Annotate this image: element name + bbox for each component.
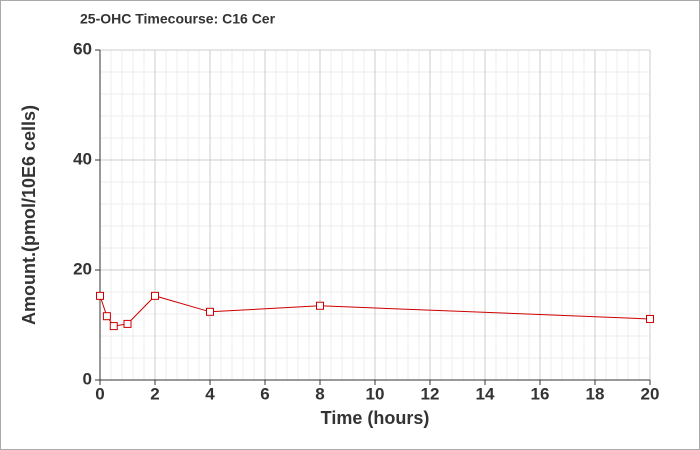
- data-point: [646, 314, 654, 323]
- data-point: [96, 291, 104, 300]
- y-tick-label: 20: [73, 259, 92, 278]
- data-point: [102, 312, 111, 321]
- x-tick-label: 6: [260, 384, 269, 403]
- y-tick-label: 40: [73, 149, 92, 168]
- x-tick-label: 20: [641, 384, 660, 403]
- x-tick-label: 12: [421, 384, 440, 403]
- x-tick-label: 2: [150, 384, 159, 403]
- chart-title: 25-OHC Timecourse: C16 Cer: [80, 11, 276, 27]
- x-tick-label: 4: [205, 384, 215, 403]
- data-point: [123, 319, 132, 328]
- x-tick-label: 14: [476, 384, 495, 403]
- x-tick-label: 8: [315, 384, 324, 403]
- y-tick-label: 0: [83, 369, 92, 388]
- data-point: [316, 301, 324, 310]
- x-tick-label: 10: [366, 384, 385, 403]
- data-point: [206, 307, 214, 316]
- data-point: [109, 322, 118, 331]
- y-axis-label: Amount.(pmol/10E6 cells): [19, 105, 39, 325]
- x-tick-label: 18: [586, 384, 605, 403]
- y-tick-label: 60: [73, 39, 92, 58]
- x-tick-label: 16: [531, 384, 550, 403]
- x-axis-label: Time (hours): [321, 408, 430, 428]
- data-point: [151, 291, 159, 300]
- x-tick-label: 0: [95, 384, 104, 403]
